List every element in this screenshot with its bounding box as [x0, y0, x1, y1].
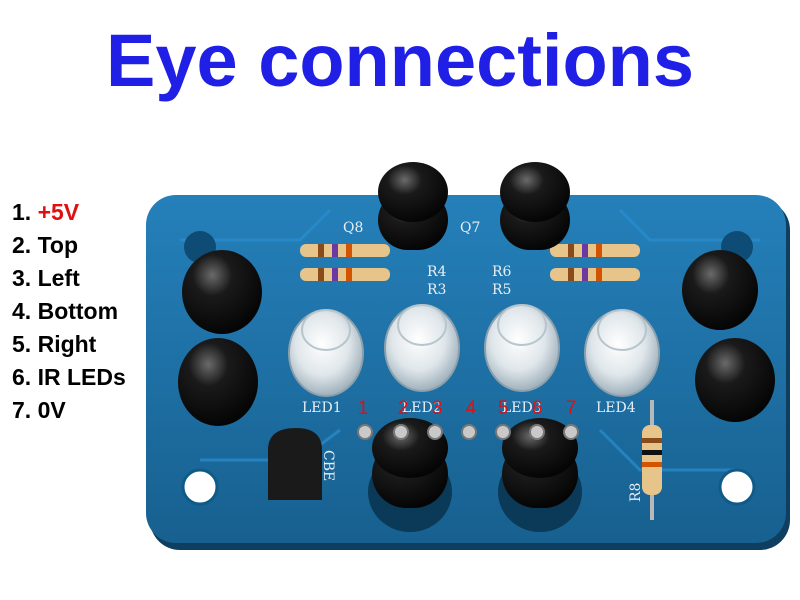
pin-number-2: 2	[398, 398, 409, 419]
legend-number: 2.	[12, 232, 32, 258]
ir-led-left-top	[182, 250, 262, 334]
legend-number: 5.	[12, 331, 32, 357]
legend-label: +5V	[37, 199, 80, 225]
label-led2: LED2	[402, 400, 442, 416]
legend-item: 5. Right	[12, 328, 126, 361]
legend-number: 1.	[12, 199, 32, 225]
pin-number-1: 1	[358, 398, 369, 419]
label-cbe: CBE	[320, 450, 336, 481]
page-title: Eye connections	[105, 19, 695, 102]
label-q8: Q8	[343, 220, 363, 236]
legend-label: Right	[37, 331, 97, 357]
legend-item: 2. Top	[12, 229, 126, 262]
label-q7: Q7	[460, 220, 480, 236]
ir-led-left-bottom	[178, 338, 258, 426]
led-1	[288, 309, 364, 397]
led-3	[484, 304, 560, 392]
resistor-r8	[642, 400, 662, 520]
header-pins	[357, 424, 579, 440]
legend-label: Left	[37, 265, 80, 291]
connection-legend: 1. +5V 2. Top 3. Left 4. Bottom 5. Right…	[12, 196, 126, 427]
resistor-r3	[300, 268, 390, 281]
resistor-r6	[550, 244, 640, 257]
legend-number: 7.	[12, 397, 32, 423]
ir-led-bottom-right	[498, 418, 582, 532]
label-led4: LED4	[596, 400, 636, 416]
led-2	[384, 304, 460, 392]
legend-label: Bottom	[37, 298, 119, 324]
legend-item: 4. Bottom	[12, 295, 126, 328]
pin-number-6: 6	[532, 398, 543, 419]
label-led1: LED1	[302, 400, 342, 416]
pin-number-7: 7	[566, 398, 577, 419]
ir-led-right-top	[682, 250, 758, 330]
label-r8: R8	[628, 483, 644, 502]
resistor-r4	[300, 244, 390, 257]
led-4	[584, 309, 660, 397]
legend-item: 1. +5V	[12, 196, 126, 229]
resistor-r5	[550, 268, 640, 281]
label-r5: R5	[492, 282, 511, 298]
label-r6: R6	[492, 264, 512, 280]
ir-led-q8	[378, 162, 448, 250]
legend-number: 6.	[12, 364, 32, 390]
pin-number-5: 5	[498, 398, 509, 419]
label-r3: R3	[427, 282, 446, 298]
legend-item: 6. IR LEDs	[12, 361, 126, 394]
legend-number: 3.	[12, 265, 32, 291]
legend-number: 4.	[12, 298, 32, 324]
label-led3: LED3	[502, 400, 542, 416]
ir-led-q7	[500, 162, 570, 250]
label-r4: R4	[427, 264, 447, 280]
legend-label: Top	[37, 232, 79, 258]
legend-label: 0V	[37, 397, 66, 423]
pin-number-3: 3	[432, 398, 443, 419]
pin-number-4: 4	[466, 398, 477, 419]
legend-label: IR LEDs	[37, 364, 126, 390]
ir-led-right-bottom	[695, 338, 775, 422]
legend-item: 7. 0V	[12, 394, 126, 427]
transistor	[268, 428, 322, 500]
legend-item: 3. Left	[12, 262, 126, 295]
